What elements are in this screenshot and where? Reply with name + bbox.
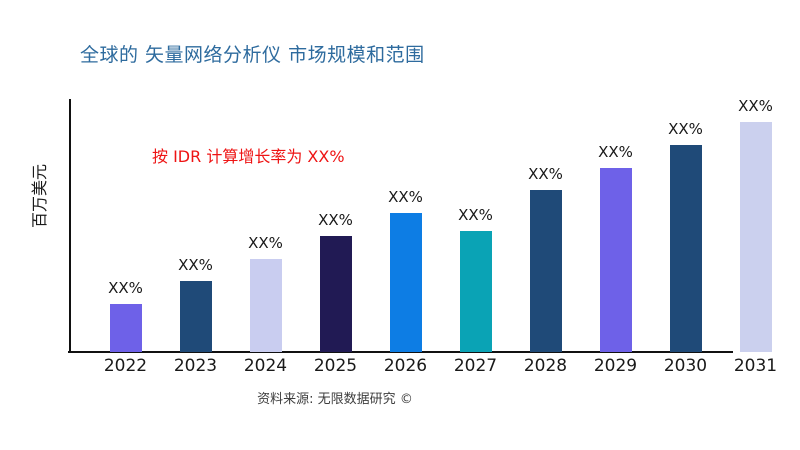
- x-axis-line: [68, 351, 733, 353]
- bar-2023: [179, 281, 212, 352]
- bar-value-label-2029: XX%: [598, 143, 633, 161]
- x-tick-label-2026: 2026: [383, 356, 428, 376]
- bar-2026: [389, 213, 422, 352]
- bar-value-label-2025: XX%: [318, 211, 353, 229]
- y-axis-line: [69, 99, 71, 353]
- bar-value-label-2023: XX%: [178, 256, 213, 274]
- bar-2030: [669, 145, 702, 352]
- bar-2031: [739, 122, 772, 352]
- bar-2028: [529, 190, 562, 352]
- bar-value-label-2027: XX%: [458, 206, 493, 224]
- x-tick-label-2031: 2031: [733, 356, 778, 376]
- x-tick-label-2025: 2025: [313, 356, 358, 376]
- y-axis-title: 百万美元: [30, 163, 49, 229]
- chart-title: 全球的 矢量网络分析仪 市场规模和范围: [80, 44, 425, 66]
- source-note: 资料来源: 无限数据研究 ©: [257, 392, 413, 407]
- bar-2029: [599, 168, 632, 352]
- x-tick-label-2027: 2027: [453, 356, 498, 376]
- x-tick-label-2028: 2028: [523, 356, 568, 376]
- bar-2022: [109, 304, 142, 352]
- bar-2024: [249, 259, 282, 352]
- x-tick-label-2030: 2030: [663, 356, 708, 376]
- x-tick-label-2024: 2024: [243, 356, 288, 376]
- bar-value-label-2024: XX%: [248, 234, 283, 252]
- x-tick-label-2022: 2022: [103, 356, 148, 376]
- bar-value-label-2031: XX%: [738, 97, 773, 115]
- bar-value-label-2026: XX%: [388, 188, 423, 206]
- bar-value-label-2022: XX%: [108, 279, 143, 297]
- x-tick-label-2023: 2023: [173, 356, 218, 376]
- bar-value-label-2030: XX%: [668, 120, 703, 138]
- bar-value-label-2028: XX%: [528, 165, 563, 183]
- x-tick-label-2029: 2029: [593, 356, 638, 376]
- growth-rate-annotation: 按 IDR 计算增长率为 XX%: [152, 147, 345, 166]
- bar-2025: [319, 236, 352, 352]
- bar-2027: [459, 231, 492, 352]
